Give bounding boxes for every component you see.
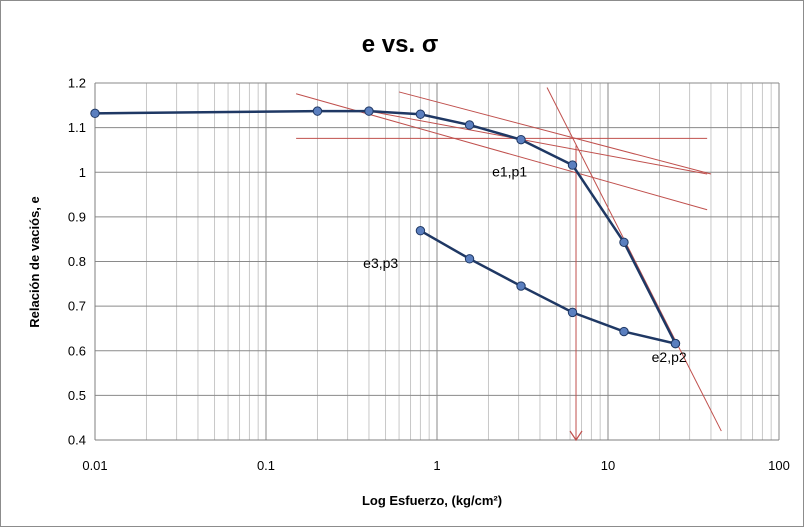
construction-line (398, 91, 712, 175)
y-tick-label: 1.1 (68, 120, 86, 135)
y-tick-label: 0.8 (68, 254, 86, 269)
y-tick-label: 0.4 (68, 433, 86, 448)
series-1-point (516, 134, 526, 145)
series-1-point (364, 106, 374, 116)
series-1-point (90, 108, 100, 119)
x-tick-label: 1 (433, 458, 440, 473)
series-2-point (516, 281, 526, 291)
y-tick-label: 0.7 (68, 299, 86, 314)
construction-line (295, 93, 708, 211)
x-tick-label: 100 (768, 458, 790, 473)
series-1-point (415, 109, 426, 119)
x-axis-label: Log Esfuerzo, (kg/cm²) (362, 493, 502, 508)
series-1-point (312, 106, 323, 116)
annotation-label: e3,p3 (363, 255, 398, 271)
arrowhead (569, 430, 583, 442)
series-2-point (415, 226, 426, 236)
x-tick-label: 10 (601, 458, 615, 473)
series-2-line (419, 229, 676, 345)
series-2-point (464, 254, 475, 264)
series-1-point (619, 237, 629, 248)
series-group (90, 106, 681, 349)
annotations: e1,p1 e3,p3 e2,p2 (363, 164, 687, 365)
series-2-point (567, 307, 578, 318)
annotation-label: e1,p1 (492, 164, 527, 180)
grid (94, 82, 780, 441)
x-tick-label: 0.1 (257, 458, 275, 473)
y-tick-label: 0.9 (68, 209, 86, 224)
series-1-point (464, 120, 475, 130)
y-axis-label: Relación de vaciós, e (27, 196, 42, 328)
y-tick-label: 0.5 (68, 388, 86, 403)
series-2-point (619, 326, 629, 337)
annotation-label: e2,p2 (652, 349, 687, 365)
y-tick-label: 0.6 (68, 343, 86, 358)
y-tick-label: 1.2 (68, 76, 86, 91)
series-2-point (670, 338, 681, 349)
y-tick-label: 1 (79, 165, 86, 180)
construction-line (546, 87, 722, 432)
chart-title: e vs. σ (362, 31, 438, 58)
construction-line (368, 110, 708, 175)
axes (94, 83, 779, 441)
x-tick-label: 0.01 (82, 458, 107, 473)
series-1-point (567, 160, 578, 170)
construction-lines (295, 87, 722, 442)
tick-labels: 0.01 0.1 1 10 100 0.4 0.5 0.6 0.7 0.8 0.9 1 1.1 1.2 (68, 76, 790, 474)
